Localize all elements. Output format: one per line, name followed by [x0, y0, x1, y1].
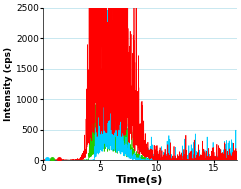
- Y-axis label: Intensity (cps): Intensity (cps): [4, 47, 13, 121]
- X-axis label: Time(s): Time(s): [116, 175, 164, 185]
